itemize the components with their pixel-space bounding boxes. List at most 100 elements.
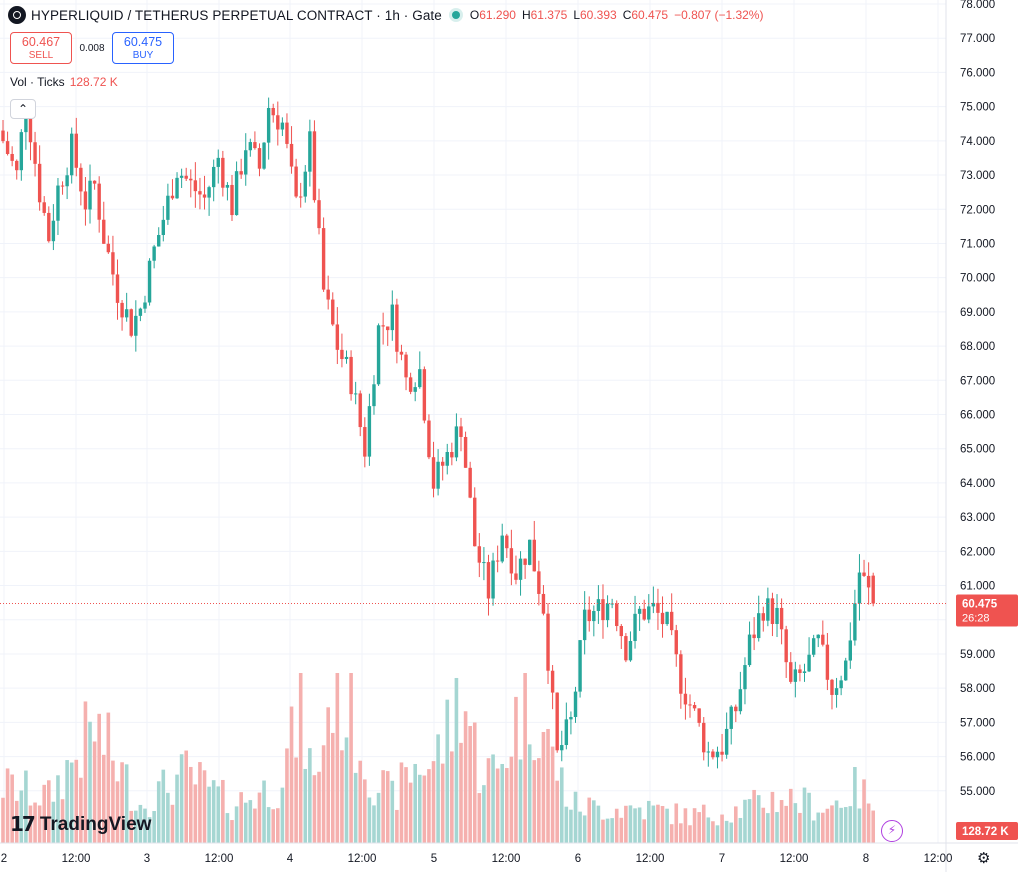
ohlc-high: H61.375 (521, 8, 568, 22)
volume-bar (143, 808, 147, 843)
x-tick-label: 12:00 (205, 853, 234, 865)
volume-bar (321, 745, 326, 843)
x-tick-label: 12:00 (636, 853, 665, 865)
candle (289, 143, 294, 167)
candle (230, 184, 234, 216)
volume-bar (614, 808, 619, 843)
candle (660, 612, 665, 625)
volume-bar (266, 807, 271, 843)
candle (344, 356, 349, 360)
volume-bar (862, 779, 866, 843)
candle (656, 602, 660, 613)
volume-bar (276, 808, 280, 843)
candle (450, 452, 454, 458)
volume-bar (559, 767, 564, 843)
volume-bar (111, 760, 115, 843)
candle (202, 194, 207, 198)
candle (518, 558, 523, 580)
candle (15, 160, 19, 171)
candle (486, 562, 491, 599)
volume-bar (788, 788, 793, 843)
candle (19, 132, 24, 171)
candle (56, 185, 60, 221)
volume-legend-label: Vol · Ticks (10, 75, 65, 89)
tradingview-logo[interactable]: 𝟭𝟳 TradingView (10, 812, 151, 837)
candle (679, 654, 683, 694)
volume-bar (816, 812, 821, 843)
volume-bar (486, 758, 491, 843)
volume-bar (463, 711, 468, 843)
volume-bar (450, 751, 454, 843)
candle (587, 609, 591, 622)
volume-bar (715, 825, 720, 843)
candle (147, 260, 152, 303)
candle (37, 163, 42, 203)
y-tick-label: 63.000 (960, 512, 995, 524)
volume-bar (161, 769, 166, 843)
volume-bar (280, 787, 285, 843)
volume-bar (505, 768, 509, 843)
candle (363, 427, 367, 457)
volume-bar (188, 766, 193, 843)
y-tick-label: 65.000 (960, 444, 995, 456)
volume-bar (234, 806, 239, 843)
candle (871, 575, 875, 604)
volume-bar (701, 804, 706, 843)
x-tick-label: 12:00 (492, 853, 521, 865)
hyperliquid-icon (8, 6, 26, 24)
volume-bar (582, 815, 587, 843)
lightning-icon[interactable]: ⚡ (881, 820, 903, 842)
candle (225, 184, 230, 188)
y-tick-label: 59.000 (960, 649, 995, 661)
candle (473, 497, 477, 547)
volume-bar (495, 768, 500, 843)
candle (175, 177, 179, 199)
x-tick-label: 4 (287, 853, 294, 865)
candle (637, 608, 642, 614)
volume-bar (660, 806, 665, 843)
volume-bar (477, 793, 482, 843)
spread-value: 0.008 (79, 42, 105, 54)
y-tick-label: 73.000 (960, 170, 995, 182)
y-tick-label: 64.000 (960, 478, 995, 490)
volume-bar (624, 805, 628, 843)
volume-bar (10, 774, 14, 843)
candle (408, 377, 413, 392)
candle (353, 393, 358, 395)
candle (821, 634, 825, 645)
candle (244, 150, 248, 175)
candle (257, 148, 262, 169)
y-tick-label: 70.000 (960, 273, 995, 285)
volume-bar (628, 805, 633, 843)
volume-bar (573, 791, 578, 843)
volume-legend[interactable]: Vol · Ticks 128.72 K (10, 75, 118, 89)
candle (596, 599, 601, 612)
candle (853, 603, 857, 641)
candle (253, 142, 257, 149)
candle (505, 535, 509, 549)
candle (83, 191, 88, 210)
sell-button[interactable]: 60.467 SELL (10, 32, 72, 64)
volume-bar (853, 767, 857, 843)
candle (665, 611, 669, 625)
candle (271, 107, 275, 116)
candle (198, 191, 202, 195)
volume-bar (33, 802, 37, 843)
candle (528, 539, 532, 565)
volume-bar (225, 813, 230, 843)
y-tick-label: 58.000 (960, 683, 995, 695)
candle (161, 219, 165, 236)
symbol-title[interactable]: HYPERLIQUID / TETHERUS PERPETUAL CONTRAC… (31, 7, 442, 23)
chevron-up-icon[interactable]: ⌃ (10, 99, 36, 119)
gear-icon[interactable]: ⚙ (977, 850, 991, 867)
volume-bar (417, 774, 422, 843)
volume-bar (706, 817, 711, 843)
candle (413, 387, 417, 392)
candle (569, 717, 573, 720)
ohlc-change: −0.807 (−1.32%) (674, 8, 764, 22)
volume-bar (166, 792, 170, 843)
buy-button[interactable]: 60.475 BUY (112, 32, 174, 64)
volume-bar (101, 754, 106, 843)
